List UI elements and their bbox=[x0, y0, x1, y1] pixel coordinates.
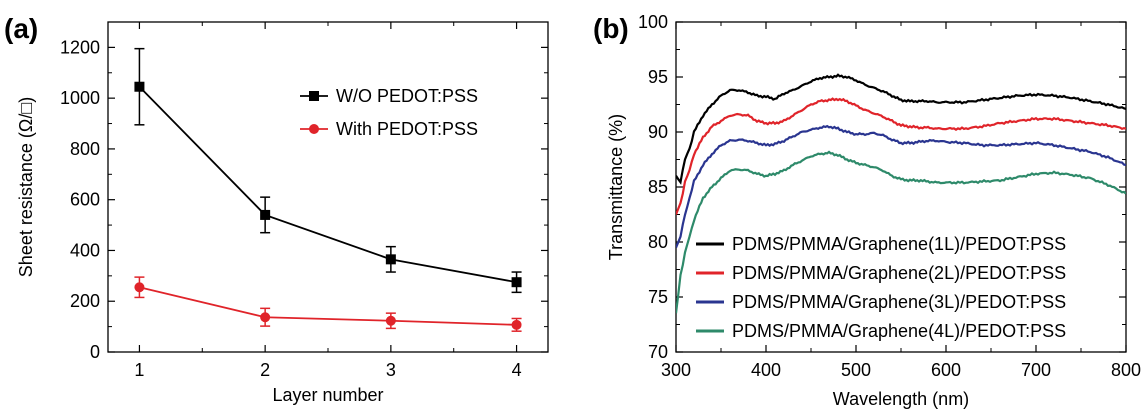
y-tick-label: 90 bbox=[648, 122, 668, 142]
data-point bbox=[260, 209, 271, 220]
y-tick-label: 80 bbox=[648, 232, 668, 252]
data-point bbox=[511, 277, 522, 288]
x-tick-label: 700 bbox=[1021, 360, 1051, 380]
y-tick-label: 75 bbox=[648, 287, 668, 307]
legend-label: PDMS/PMMA/Graphene(1L)/PEDOT:PSS bbox=[732, 234, 1066, 254]
y-axis-title: Sheet resistance (Ω/□) bbox=[16, 97, 36, 277]
x-tick-label: 500 bbox=[841, 360, 871, 380]
chart-panel-a: (a) 1 2 3 4 0 200 400 600 800 1000 1200 Layer number… bbox=[4, 13, 549, 405]
x-tick-label: 3 bbox=[386, 360, 396, 380]
data-point bbox=[511, 319, 522, 330]
series-line bbox=[139, 286, 517, 326]
data-point bbox=[385, 315, 396, 326]
y-tick-label: 95 bbox=[648, 67, 668, 87]
y-tick-label: 400 bbox=[70, 240, 100, 260]
y-tick-label: 600 bbox=[70, 190, 100, 210]
series-line bbox=[676, 73, 1126, 185]
series-line bbox=[676, 150, 1126, 314]
y-tick-label: 1000 bbox=[60, 88, 100, 108]
data-point bbox=[385, 254, 396, 265]
series-line bbox=[676, 124, 1126, 249]
x-axis-title: Wavelength (nm) bbox=[833, 389, 969, 409]
series-0 bbox=[134, 47, 522, 294]
legend-label: PDMS/PMMA/Graphene(4L)/PEDOT:PSS bbox=[732, 321, 1066, 341]
x-axis-title: Layer number bbox=[272, 385, 383, 405]
panel-label: (a) bbox=[4, 13, 38, 44]
x-tick-label: 2 bbox=[260, 360, 270, 380]
data-point bbox=[134, 282, 145, 293]
plot-frame bbox=[107, 21, 549, 353]
series-1 bbox=[134, 276, 522, 332]
series-line bbox=[676, 97, 1126, 215]
legend-marker bbox=[309, 91, 319, 101]
x-tick-label: 800 bbox=[1111, 360, 1141, 380]
series-2 bbox=[676, 124, 1126, 249]
legend-label: With PEDOT:PSS bbox=[336, 119, 478, 139]
x-tick-label: 600 bbox=[931, 360, 961, 380]
x-tick-label: 1 bbox=[134, 360, 144, 380]
legend: W/O PEDOT:PSS With PEDOT:PSS bbox=[300, 86, 478, 139]
series-3 bbox=[676, 150, 1126, 314]
series-0 bbox=[676, 73, 1126, 185]
x-tick-label: 400 bbox=[751, 360, 781, 380]
y-tick-label: 85 bbox=[648, 177, 668, 197]
legend-marker bbox=[309, 124, 319, 134]
y-tick-label: 200 bbox=[70, 291, 100, 311]
data-point bbox=[134, 81, 145, 92]
panel-label: (b) bbox=[593, 13, 629, 44]
y-tick-label: 0 bbox=[90, 342, 100, 362]
legend-label: W/O PEDOT:PSS bbox=[336, 86, 478, 106]
y-tick-label: 100 bbox=[638, 12, 668, 32]
x-tick-label: 4 bbox=[512, 360, 522, 380]
data-point bbox=[260, 312, 271, 323]
legend: PDMS/PMMA/Graphene(1L)/PEDOT:PSS PDMS/PMM… bbox=[696, 234, 1066, 341]
y-tick-label: 70 bbox=[648, 342, 668, 362]
series-1 bbox=[676, 97, 1126, 215]
y-tick-label: 1200 bbox=[60, 37, 100, 57]
series-line bbox=[138, 86, 517, 284]
x-tick-label: 300 bbox=[661, 360, 691, 380]
y-tick-label: 800 bbox=[70, 139, 100, 159]
legend-label: PDMS/PMMA/Graphene(2L)/PEDOT:PSS bbox=[732, 263, 1066, 283]
legend-label: PDMS/PMMA/Graphene(3L)/PEDOT:PSS bbox=[732, 292, 1066, 312]
y-axis-title: Transmittance (%) bbox=[606, 114, 626, 260]
chart-panel-b: (b) 300 400 500 600 700 800 70 75 80 85 90 95 100 Wave… bbox=[593, 12, 1141, 409]
